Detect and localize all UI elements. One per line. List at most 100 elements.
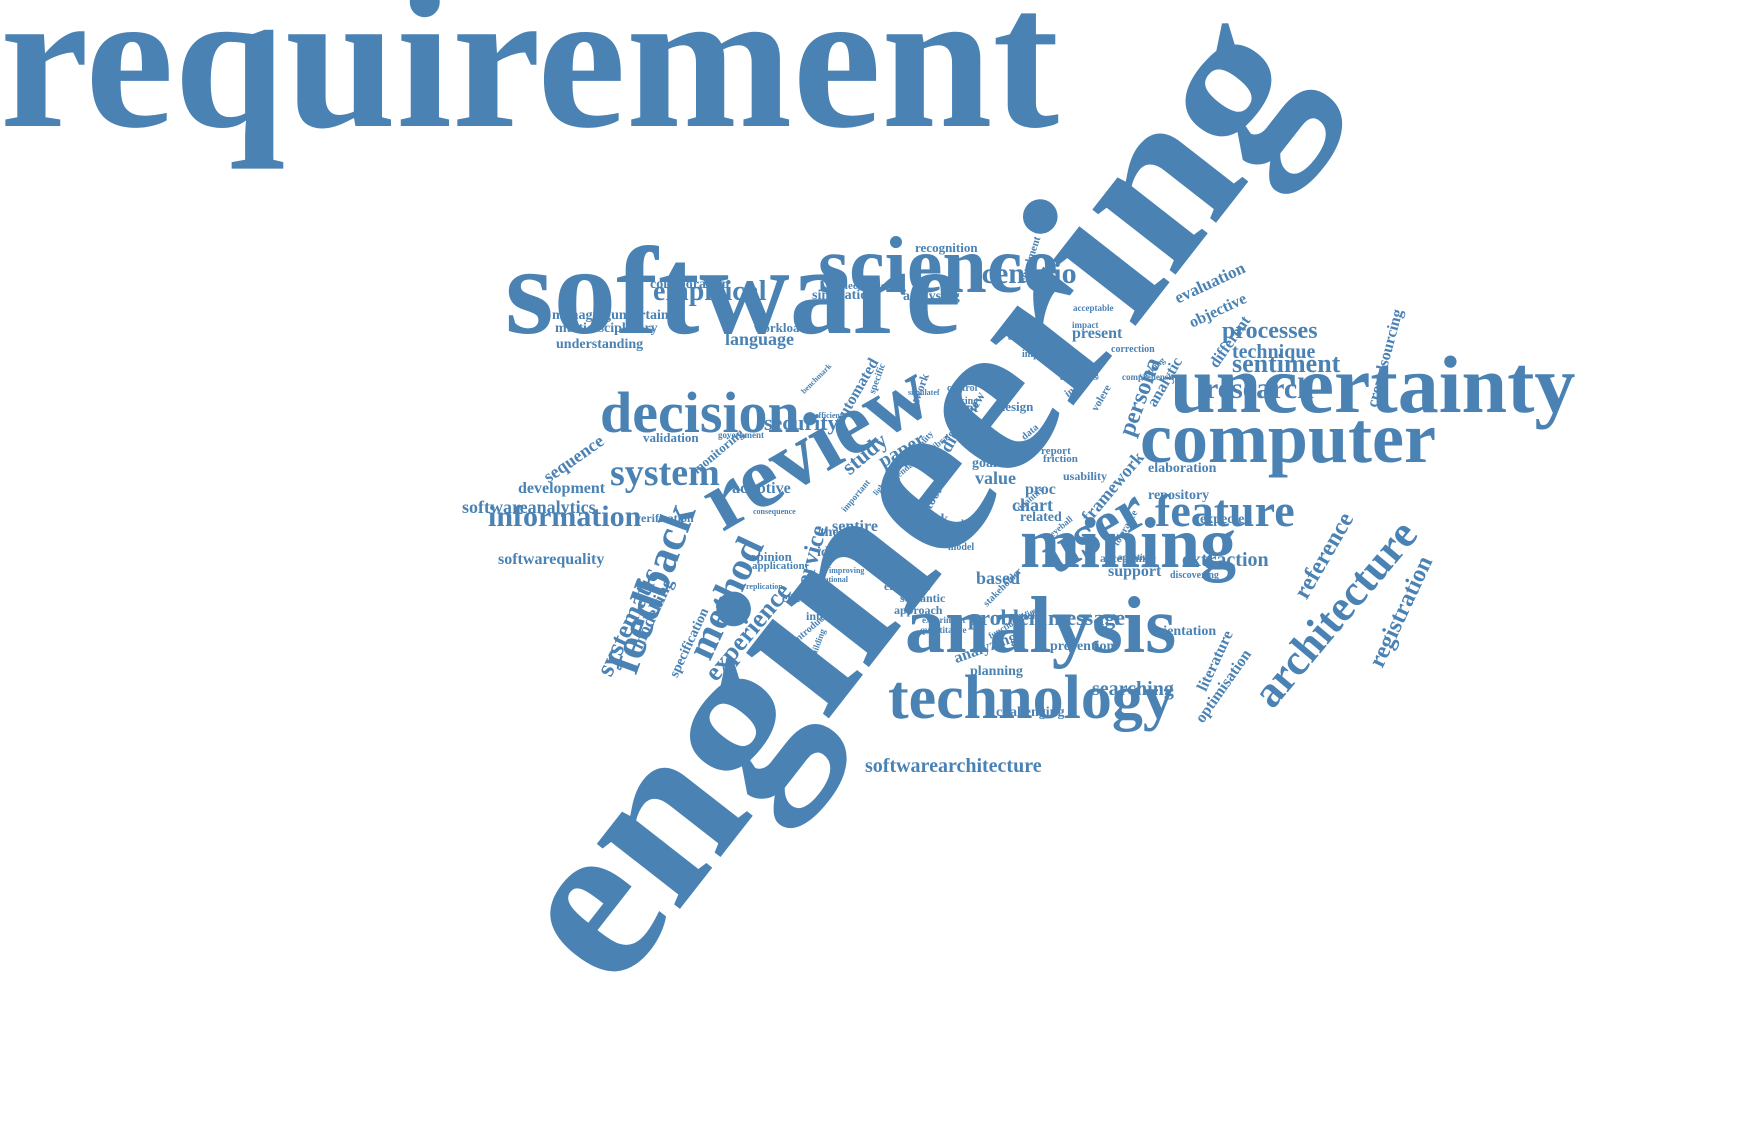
word-multidisciplinary: multidisciplinary — [555, 320, 658, 336]
word-sentiment: sentiment — [1232, 349, 1341, 379]
word-electronic: electronic — [840, 280, 886, 293]
word-risk: risk — [925, 511, 949, 527]
word-proc: proc — [1025, 481, 1056, 499]
word-improving: improving — [829, 565, 865, 575]
word-sentire: sentire — [832, 518, 878, 536]
word-verification: verification — [635, 511, 694, 526]
word-security: security — [764, 410, 839, 436]
word-problem: problem — [968, 605, 1048, 631]
word-scenario: scenario — [970, 257, 1077, 290]
word-extraction: extraction — [1182, 549, 1269, 571]
word-adaptive: adaptive — [1118, 551, 1152, 562]
word-opinion: opinion — [750, 548, 792, 564]
word-identity: identity — [817, 544, 863, 560]
word-making: making — [946, 396, 979, 407]
word-feature: feature — [1155, 485, 1295, 537]
word-processes: processes — [1222, 317, 1318, 344]
word-message: message — [1048, 605, 1125, 631]
word-requirement: requirement — [0, 0, 1060, 170]
word-experiment: experiment — [922, 614, 966, 625]
word-discovering: discovering — [1170, 570, 1219, 581]
word-managinguncertainty: managinguncertainty — [552, 307, 681, 323]
word-model: model — [948, 542, 975, 553]
word-software: software — [505, 223, 961, 361]
word-computer: computer — [1140, 398, 1436, 479]
word-script: script — [944, 400, 979, 416]
word-recognition: recognition — [915, 239, 978, 255]
word-acceptance: acceptance — [1100, 551, 1156, 566]
word-research: research — [1205, 372, 1314, 405]
word-collaboration: collaboration — [650, 276, 730, 292]
word-crime: crime — [1008, 332, 1028, 342]
word-information: information — [488, 500, 642, 533]
word-empirical: empirical — [653, 275, 767, 307]
word-science: science — [818, 222, 1058, 310]
word-effectiveness: effectiveness — [782, 591, 846, 606]
word-softwareanalytics: softwareanalytics — [462, 496, 596, 517]
word-article: article — [1010, 610, 1040, 623]
word-sequence: sequence — [539, 430, 608, 487]
word-simulatef: simulatef — [908, 387, 940, 397]
word-correction: correction — [1111, 344, 1155, 355]
word-uncertainty: uncertainty — [1170, 339, 1576, 431]
word-workload: workload — [754, 319, 807, 335]
word-prevention: prevention — [1050, 638, 1115, 654]
word-mining: mining — [1020, 503, 1237, 584]
word-goal: goal — [972, 455, 997, 471]
word-chart: chart — [1012, 494, 1053, 515]
word-understanding: understanding — [556, 336, 644, 352]
word-usability: usability — [1063, 469, 1108, 484]
word-expected: expected — [1200, 511, 1253, 527]
word-planning: planning — [970, 663, 1023, 679]
word-report: report — [1041, 445, 1071, 458]
word-based: based — [976, 567, 1021, 588]
word-elaboration: elaboration — [1148, 460, 1217, 476]
word-consequence: consequence — [753, 506, 796, 516]
word-interaction: interaction — [806, 609, 862, 624]
word-support: support — [1108, 563, 1162, 581]
word-engineer: engineer — [876, 567, 920, 582]
word-efficient: efficient — [815, 410, 843, 420]
word-national: national — [820, 574, 849, 584]
word-searching: searching — [1092, 678, 1174, 700]
word-acceptable: acceptable — [1073, 302, 1114, 313]
word-analysis: analysis — [905, 582, 1177, 670]
word-quantitative: quantitative — [920, 624, 967, 635]
word-softwarearchitecture: softwarearchitecture — [865, 755, 1042, 777]
word-repository: repository — [1148, 487, 1210, 503]
word-development: development — [518, 480, 606, 498]
word-electrical: electrical — [884, 579, 931, 594]
word-result: result — [941, 518, 968, 531]
word-validation: validation — [643, 429, 699, 445]
word-comprehensive: comprehensive — [1122, 371, 1180, 382]
word-present: present — [1072, 325, 1123, 343]
word-simulation: simulation — [812, 287, 876, 303]
word-orientation: orientation — [1150, 623, 1217, 639]
word-control: control — [947, 383, 978, 394]
word-related: related — [1020, 509, 1062, 525]
word-implied: implied — [1022, 349, 1055, 360]
word-application: application — [752, 560, 805, 573]
word-driven: driven — [892, 497, 915, 507]
word-case: case — [930, 529, 950, 542]
word-activities: activities — [1060, 372, 1098, 383]
word-impact: impact — [1072, 319, 1099, 330]
word-softwarequality: softwarequality — [498, 551, 605, 569]
word-technique: technique — [1232, 341, 1316, 363]
word-theory: theory — [820, 524, 859, 540]
word-adaptive: adaptive — [732, 480, 791, 498]
word-semantic: semantic — [900, 591, 946, 606]
word-language: language — [725, 328, 795, 349]
word-decision: decision — [600, 379, 800, 445]
word-challenging: challenging — [996, 704, 1065, 720]
word-friction: friction — [1043, 453, 1078, 466]
word-technology: technology — [888, 664, 1174, 733]
word-design: design — [998, 398, 1034, 414]
word-analysing: analysing — [903, 288, 960, 304]
word-system: system — [610, 451, 720, 494]
word-government: government — [718, 429, 764, 440]
word-approach: approach — [894, 603, 943, 618]
word-value: value — [975, 467, 1017, 488]
word-replication: replication — [746, 581, 783, 591]
